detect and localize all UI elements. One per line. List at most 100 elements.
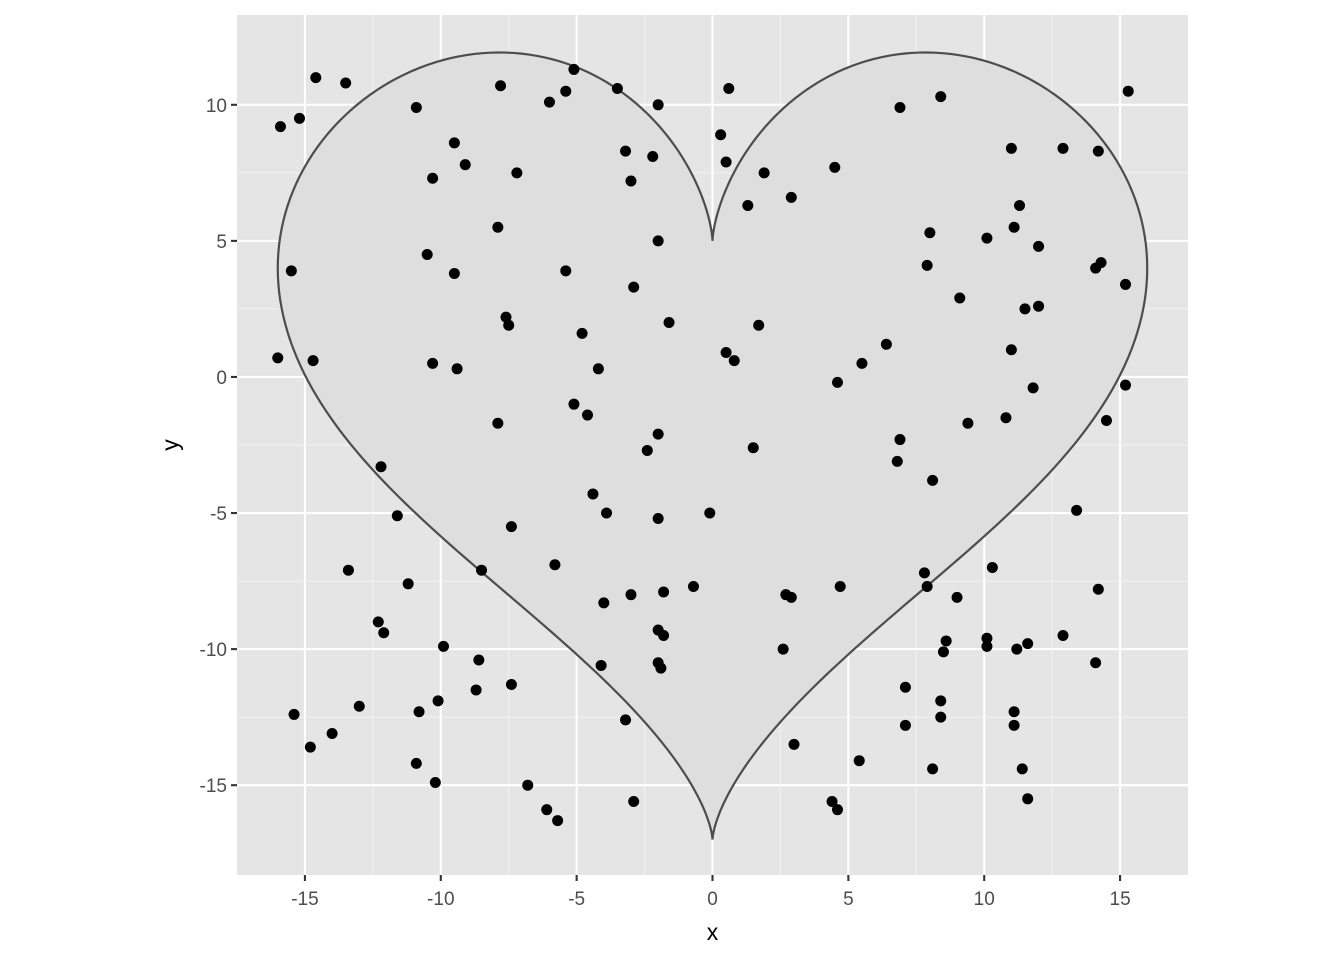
data-point [1019, 303, 1031, 315]
data-point [601, 507, 613, 519]
data-point [899, 719, 911, 731]
data-point [1000, 412, 1012, 424]
data-point [1071, 504, 1083, 516]
data-point [720, 156, 732, 168]
data-point [307, 355, 319, 367]
data-point [451, 363, 463, 375]
data-point [954, 292, 966, 304]
data-point [353, 700, 365, 712]
data-point [1005, 344, 1017, 356]
data-point [492, 221, 504, 233]
data-point [375, 461, 387, 473]
x-tick-label: 10 [974, 889, 995, 910]
data-point [834, 581, 846, 593]
data-point [921, 581, 933, 593]
data-point [511, 167, 523, 179]
data-point [856, 357, 868, 369]
data-point [1092, 145, 1104, 157]
data-point [663, 317, 675, 329]
data-point [1014, 200, 1026, 212]
data-point [470, 684, 482, 696]
data-point [704, 507, 716, 519]
data-point [448, 137, 460, 149]
data-point [831, 376, 843, 388]
data-point [429, 776, 441, 788]
data-point [1100, 415, 1112, 427]
data-point [620, 145, 632, 157]
data-point [937, 646, 949, 658]
data-point [541, 804, 553, 816]
data-point [962, 417, 974, 429]
y-axis-title: y [157, 439, 183, 451]
data-point [1005, 142, 1017, 154]
scatter-points [272, 63, 1134, 827]
data-point [1008, 719, 1020, 731]
data-point [747, 442, 759, 454]
data-point [715, 129, 727, 141]
data-point [1011, 643, 1023, 655]
data-point [658, 586, 670, 598]
data-point [899, 681, 911, 693]
data-point [940, 635, 952, 647]
data-point [647, 151, 659, 163]
data-point [568, 63, 580, 75]
data-point [1120, 278, 1132, 290]
data-point [1095, 257, 1107, 269]
heart-shape [276, 51, 1149, 840]
data-point [1008, 221, 1020, 233]
data-point [1092, 583, 1104, 595]
data-point [595, 659, 607, 671]
data-point [1090, 657, 1102, 669]
data-point [658, 630, 670, 642]
data-point [310, 72, 322, 84]
y-tick-label: 0 [216, 368, 227, 389]
data-point [340, 77, 352, 89]
data-point [894, 434, 906, 446]
data-point [981, 232, 993, 244]
data-point [918, 567, 930, 579]
x-tick-label: -5 [568, 889, 585, 910]
data-point [720, 346, 732, 358]
data-point [611, 82, 623, 94]
data-point [427, 172, 439, 184]
data-point [758, 167, 770, 179]
x-tick-label: 5 [843, 889, 854, 910]
data-point [421, 248, 433, 260]
data-point [826, 796, 838, 808]
data-point [402, 578, 414, 590]
x-tick-label: 0 [707, 889, 718, 910]
data-point [951, 591, 963, 603]
data-point [935, 711, 947, 723]
data-point [742, 200, 754, 212]
y-axis: -15 -10 -5 0 5 10 [200, 96, 237, 797]
data-point [587, 488, 599, 500]
data-point [543, 96, 555, 108]
x-tick-label: -15 [291, 889, 318, 910]
data-point [831, 804, 843, 816]
data-point [1022, 638, 1034, 650]
data-point [924, 227, 936, 239]
data-point [927, 474, 939, 486]
data-point [641, 444, 653, 456]
data-point [921, 259, 933, 271]
data-point [981, 640, 993, 652]
data-point [853, 755, 865, 767]
data-point [652, 235, 664, 247]
data-point [723, 82, 735, 94]
data-point [1122, 85, 1134, 97]
data-point [285, 265, 297, 277]
data-point [1016, 763, 1028, 775]
data-point [473, 654, 485, 666]
data-point [829, 161, 841, 173]
data-point [785, 591, 797, 603]
data-point [1033, 240, 1045, 252]
data-point [459, 159, 471, 171]
data-point [410, 757, 422, 769]
data-point [560, 265, 572, 277]
data-point [274, 121, 286, 133]
data-point [272, 352, 284, 364]
data-point [620, 714, 632, 726]
data-point [505, 521, 517, 533]
data-point [1033, 300, 1045, 312]
